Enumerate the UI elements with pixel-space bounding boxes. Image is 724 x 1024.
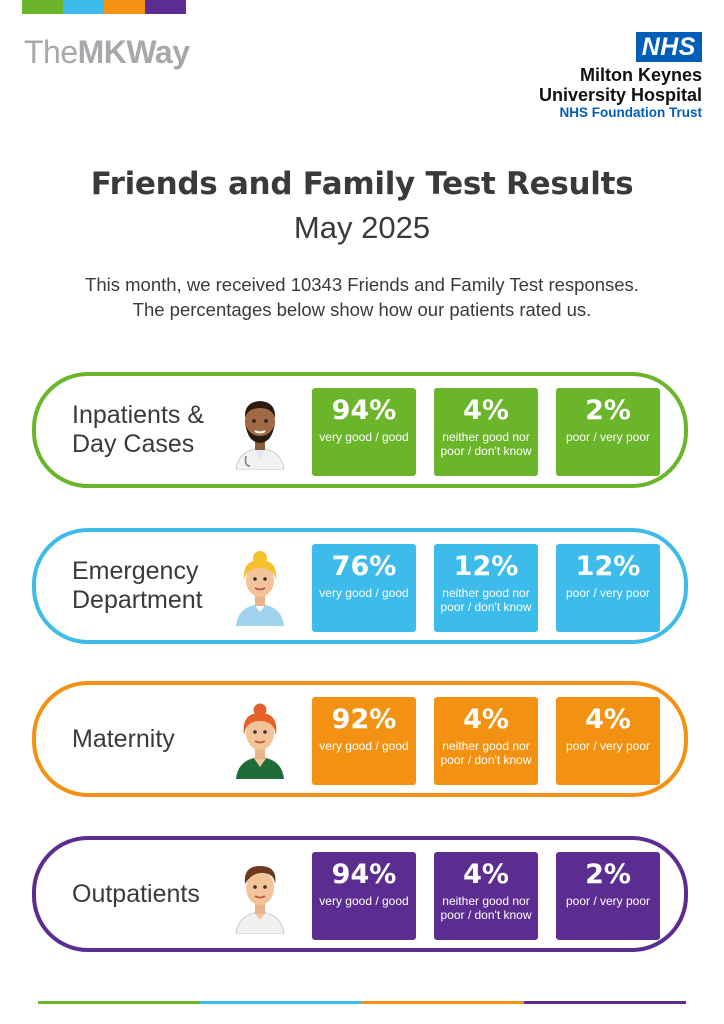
strip-purple — [524, 1001, 686, 1004]
strip-blue — [63, 0, 104, 14]
tile-good: 76% very good / good — [312, 544, 416, 632]
tile-percentage: 4% — [585, 704, 631, 735]
tile-description: very good / good — [319, 586, 409, 600]
tile-percentage: 4% — [463, 859, 509, 890]
panel-outpatients: Outpatients 94% very good / good 4% neit… — [32, 836, 688, 952]
tile-poor: 2% poor / very poor — [556, 852, 660, 940]
category-label: Maternity — [72, 685, 222, 793]
tile-neutral: 4% neither good nor poor / don't know — [434, 852, 538, 940]
category-label-line1: Inpatients & — [72, 401, 205, 429]
panel-inpatients: Inpatients & Day Cases 94% very good / go… — [32, 372, 688, 488]
tile-percentage: 94% — [331, 859, 397, 890]
tile-percentage: 2% — [585, 395, 631, 426]
tile-percentage: 76% — [331, 551, 397, 582]
tile-good: 94% very good / good — [312, 852, 416, 940]
mkway-way: Way — [126, 34, 190, 70]
tile-percentage: 4% — [463, 704, 509, 735]
tile-description: neither good nor poor / don't know — [440, 739, 532, 767]
tile-description: poor / very poor — [565, 894, 651, 908]
tile-description: neither good nor poor / don't know — [440, 586, 532, 614]
tile-percentage: 12% — [453, 551, 519, 582]
strip-orange — [362, 1001, 524, 1004]
female-nurse-icon — [236, 551, 284, 626]
category-label-line2: Day Cases — [72, 430, 195, 458]
intro-line-2: The percentages below show how our patie… — [132, 299, 592, 320]
tile-percentage: 92% — [331, 704, 397, 735]
tile-description: very good / good — [319, 894, 409, 908]
male-patient-icon — [235, 866, 285, 934]
tile-description: very good / good — [319, 739, 409, 753]
tile-percentage: 4% — [463, 395, 509, 426]
nhs-logo-block: NHS Milton Keynes University Hospital NH… — [539, 32, 702, 121]
category-label: Inpatients & Day Cases — [72, 376, 222, 484]
category-label: Outpatients — [72, 840, 222, 948]
mkway-the: The — [24, 34, 78, 70]
category-label-line1: Emergency — [72, 557, 199, 585]
strip-orange — [104, 0, 145, 14]
category-label-line1: Outpatients — [72, 879, 200, 908]
strip-purple — [145, 0, 186, 14]
tile-poor: 2% poor / very poor — [556, 388, 660, 476]
page-title: Friends and Family Test Results — [90, 166, 634, 202]
female-midwife-icon — [236, 703, 284, 779]
tile-description: poor / very poor — [565, 586, 651, 600]
tile-description: poor / very poor — [565, 430, 651, 444]
top-color-strip — [22, 0, 186, 14]
panel-maternity: Maternity 92% very good / good 4% neithe… — [32, 681, 688, 797]
strip-green — [38, 1001, 200, 1004]
tile-description: poor / very poor — [565, 739, 651, 753]
tile-description: neither good nor poor / don't know — [440, 894, 532, 922]
page-period: May 2025 — [293, 210, 431, 245]
strip-green — [22, 0, 63, 14]
panel-emergency-department: Emergency Department 76% very good / good… — [32, 528, 688, 644]
tile-good: 94% very good / good — [312, 388, 416, 476]
tile-percentage: 2% — [585, 859, 631, 890]
tile-percentage: 12% — [575, 551, 641, 582]
nhs-logo: NHS — [635, 32, 702, 62]
mkway-logo: TheMKWay — [24, 34, 190, 71]
tile-poor: 4% poor / very poor — [556, 697, 660, 785]
tile-poor: 12% poor / very poor — [556, 544, 660, 632]
tile-neutral: 4% neither good nor poor / don't know — [434, 388, 538, 476]
intro-text: This month, we received 10343 Friends an… — [0, 272, 724, 322]
intro-line-1: This month, we received 10343 Friends an… — [85, 274, 639, 295]
trust-name: NHS Foundation Trust — [559, 105, 703, 120]
org-name-line1: Milton Keynes — [579, 65, 702, 85]
org-name-line2: University Hospital — [538, 85, 702, 105]
tile-description: neither good nor poor / don't know — [440, 430, 532, 458]
tile-description: very good / good — [319, 430, 409, 444]
category-label-line1: Maternity — [72, 724, 175, 753]
category-label: Emergency Department — [72, 532, 222, 640]
tile-percentage: 94% — [331, 395, 397, 426]
strip-blue — [200, 1001, 362, 1004]
tile-neutral: 12% neither good nor poor / don't know — [434, 544, 538, 632]
mkway-mk: MK — [77, 34, 127, 70]
bottom-color-strip — [38, 1001, 686, 1004]
category-label-line2: Department — [72, 586, 203, 614]
tile-neutral: 4% neither good nor poor / don't know — [434, 697, 538, 785]
male-doctor-icon — [235, 401, 285, 470]
tile-good: 92% very good / good — [312, 697, 416, 785]
